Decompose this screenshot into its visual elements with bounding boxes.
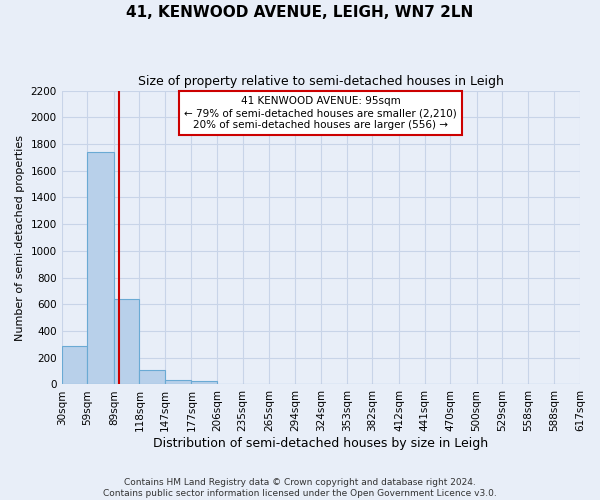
Bar (165, 380, 191, 384)
Text: 41 KENWOOD AVENUE: 95sqm
← 79% of semi-detached houses are smaller (2,210)
20% o: 41 KENWOOD AVENUE: 95sqm ← 79% of semi-d… (184, 96, 457, 130)
Y-axis label: Number of semi-detached properties: Number of semi-detached properties (15, 134, 25, 340)
X-axis label: Distribution of semi-detached houses by size in Leigh: Distribution of semi-detached houses by … (153, 437, 488, 450)
Bar (87, 152, 114, 384)
Bar (114, 299, 139, 384)
Text: Contains HM Land Registry data © Crown copyright and database right 2024.
Contai: Contains HM Land Registry data © Crown c… (103, 478, 497, 498)
Title: Size of property relative to semi-detached houses in Leigh: Size of property relative to semi-detach… (138, 75, 504, 88)
Bar (62, 346, 87, 385)
Text: 41, KENWOOD AVENUE, LEIGH, WN7 2LN: 41, KENWOOD AVENUE, LEIGH, WN7 2LN (127, 5, 473, 20)
Bar (139, 370, 165, 384)
Bar (191, 381, 217, 384)
